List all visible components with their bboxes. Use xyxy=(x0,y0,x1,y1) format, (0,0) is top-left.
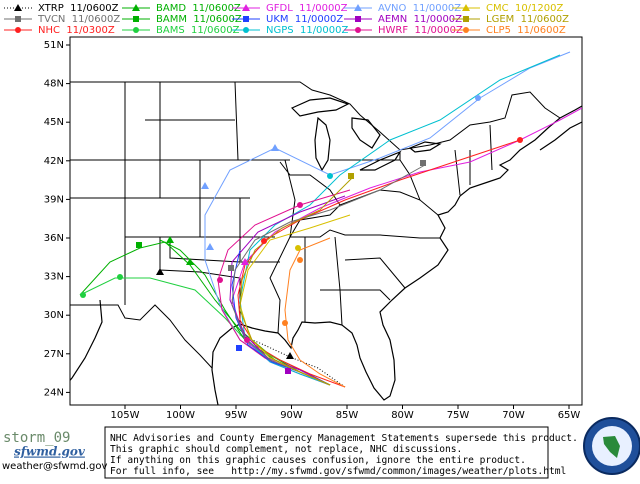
lake xyxy=(408,141,442,153)
lat-label: 24N xyxy=(44,387,64,398)
track-markers xyxy=(80,95,523,374)
legend-label: BAMD 11/0600Z xyxy=(156,3,241,14)
legend-label: UKM 11/0000Z xyxy=(266,14,343,25)
border xyxy=(70,81,561,151)
model-tracks xyxy=(79,51,582,388)
basemap xyxy=(70,51,582,405)
lake xyxy=(314,116,331,172)
legend-marker xyxy=(463,16,469,22)
state-line xyxy=(70,81,493,334)
notice-line: This graphic should complement, not repl… xyxy=(110,444,462,455)
legend-marker xyxy=(462,4,470,11)
notice-line: For full info, see http://my.sfwmd.gov/s… xyxy=(110,466,566,477)
logo xyxy=(583,417,640,475)
lat-label: 30N xyxy=(44,310,64,321)
lake xyxy=(351,117,381,149)
legend-label: LGEM 11/0600Z xyxy=(486,14,569,25)
legend-label: AEMN 11/0000Z xyxy=(378,14,462,25)
coastline xyxy=(539,121,582,151)
legend: XTRP 11/0600Z BAMD 11/0600Z GFDL 11/0000Z A… xyxy=(4,3,569,36)
lon-label: 65W xyxy=(558,410,581,421)
lat-label: 45N xyxy=(44,117,64,128)
legend-marker xyxy=(132,4,140,11)
legend-marker xyxy=(14,4,22,11)
coastline xyxy=(211,105,582,405)
legend-marker xyxy=(133,16,139,22)
lat-label: 51N xyxy=(44,40,64,51)
legend-marker xyxy=(133,27,139,33)
lon-label: 70W xyxy=(502,410,525,421)
legend-label: HWRF 11/0000Z xyxy=(378,25,463,36)
legend-marker xyxy=(243,27,249,33)
notice-line: If anything on this graphic causes confu… xyxy=(110,455,526,466)
legend-marker xyxy=(15,27,21,33)
legend-label: BAMS 11/0600Z xyxy=(156,25,240,36)
lon-label: 80W xyxy=(391,410,414,421)
legend-label: CLP5 11/0600Z xyxy=(486,25,566,36)
lon-label: 105W xyxy=(111,410,140,421)
lat-label: 33N xyxy=(44,272,64,283)
legend-label: XTRP 11/0600Z xyxy=(38,3,119,14)
site-name: sfwmd.gov xyxy=(14,445,86,459)
axis-labels: 51N 48N 45N 42N 39N 36N 33N 30N 27N 24N 105W 100W 95… xyxy=(44,40,581,421)
legend-marker xyxy=(242,4,250,11)
lon-label: 95W xyxy=(225,410,248,421)
lon-label: 90W xyxy=(280,410,303,421)
lake xyxy=(290,97,350,117)
lat-label: 39N xyxy=(44,194,64,205)
legend-marker xyxy=(243,16,249,22)
lat-label: 27N xyxy=(44,349,64,360)
legend-label: NHC 11/0300Z xyxy=(38,25,115,36)
lon-label: 85W xyxy=(336,410,359,421)
legend-label: BAMM 11/0600Z xyxy=(156,14,242,25)
legend-marker xyxy=(355,16,361,22)
legend-marker xyxy=(463,27,469,33)
lake xyxy=(359,150,402,171)
storm-name: storm_09 xyxy=(3,430,70,446)
legend-marker xyxy=(354,4,362,11)
notice-box xyxy=(104,426,549,479)
lon-label: 100W xyxy=(166,410,195,421)
map-frame xyxy=(69,36,583,406)
legend-label: AVNO 11/0000Z xyxy=(378,3,461,14)
border xyxy=(70,304,213,369)
legend-label: CMC 10/1200Z xyxy=(486,3,563,14)
lat-label: 42N xyxy=(44,156,64,167)
lat-label: 36N xyxy=(44,233,64,244)
legend-label: TVCN 11/0600Z xyxy=(37,14,120,25)
legend-label: GFDL 11/0000Z xyxy=(266,3,348,14)
lat-label: 48N xyxy=(44,79,64,90)
lon-label: 75W xyxy=(447,410,470,421)
coastline xyxy=(70,299,103,382)
legend-label: NGPS 11/0000Z xyxy=(266,25,349,36)
email: weather@sfwmd.gov xyxy=(2,461,107,472)
legend-marker xyxy=(15,16,21,22)
notice-line: NHC Advisories and County Emergency Mana… xyxy=(110,433,578,444)
legend-marker xyxy=(355,27,361,33)
